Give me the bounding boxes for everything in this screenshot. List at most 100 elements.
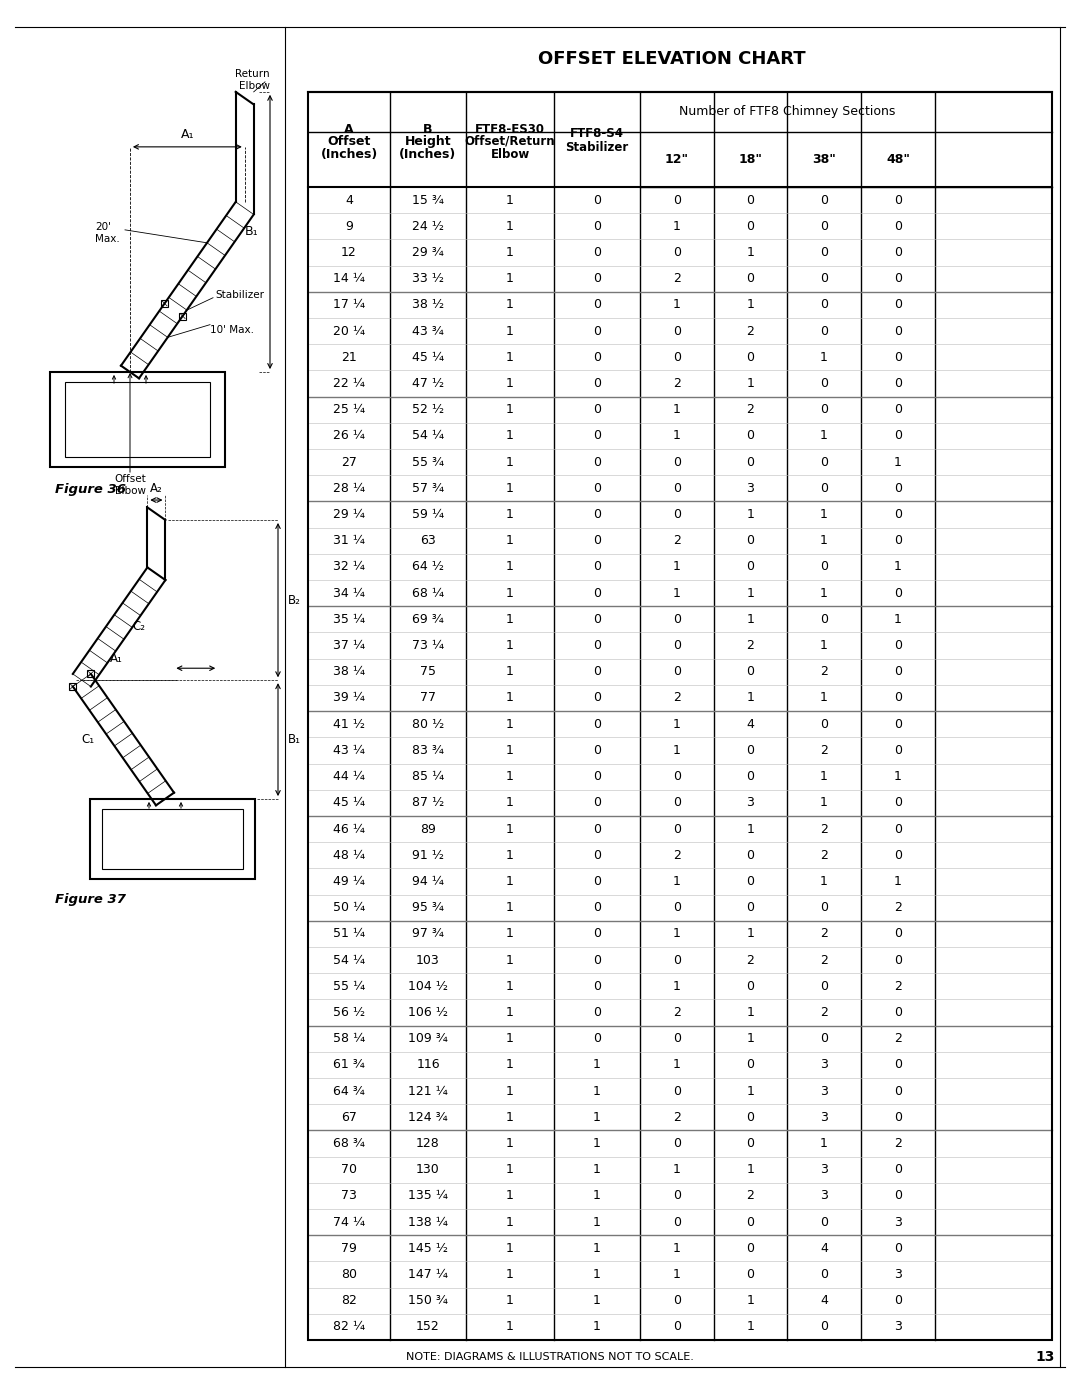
Text: 0: 0 bbox=[593, 299, 600, 312]
Text: 4: 4 bbox=[746, 718, 755, 731]
Text: 0: 0 bbox=[593, 219, 600, 233]
Text: 1: 1 bbox=[507, 560, 514, 573]
Text: 3: 3 bbox=[820, 1164, 828, 1176]
Text: 0: 0 bbox=[820, 299, 828, 312]
Text: 0: 0 bbox=[894, 743, 902, 757]
Text: 1: 1 bbox=[507, 324, 514, 338]
Text: 1: 1 bbox=[593, 1268, 600, 1281]
Text: 0: 0 bbox=[593, 351, 600, 363]
Text: 25 ¼: 25 ¼ bbox=[333, 404, 365, 416]
Text: 26 ¼: 26 ¼ bbox=[333, 429, 365, 443]
Text: 0: 0 bbox=[894, 823, 902, 835]
Text: 0: 0 bbox=[894, 587, 902, 599]
Text: 2: 2 bbox=[746, 404, 755, 416]
Text: 1: 1 bbox=[593, 1059, 600, 1071]
Text: Figure 36: Figure 36 bbox=[55, 482, 126, 496]
Text: 1: 1 bbox=[673, 560, 680, 573]
Text: 3: 3 bbox=[894, 1320, 902, 1333]
Bar bbox=[87, 671, 94, 678]
Text: 0: 0 bbox=[746, 1268, 755, 1281]
Text: 0: 0 bbox=[593, 638, 600, 652]
Text: 0: 0 bbox=[593, 665, 600, 679]
Text: Elbow: Elbow bbox=[114, 486, 146, 496]
Text: 0: 0 bbox=[593, 404, 600, 416]
Text: 0: 0 bbox=[894, 849, 902, 862]
Text: 0: 0 bbox=[894, 324, 902, 338]
Text: 152: 152 bbox=[416, 1320, 440, 1333]
Text: 145 ½: 145 ½ bbox=[408, 1242, 448, 1255]
Text: 2: 2 bbox=[673, 272, 680, 285]
Text: 0: 0 bbox=[673, 665, 681, 679]
Text: 56 ½: 56 ½ bbox=[333, 1006, 365, 1018]
Text: 21: 21 bbox=[341, 351, 356, 363]
Text: 34 ¼: 34 ¼ bbox=[333, 587, 365, 599]
Text: 1: 1 bbox=[507, 509, 514, 521]
Text: 0: 0 bbox=[894, 718, 902, 731]
Text: 2: 2 bbox=[820, 665, 828, 679]
Text: 47 ½: 47 ½ bbox=[411, 377, 444, 390]
Text: 0: 0 bbox=[593, 377, 600, 390]
Text: 0: 0 bbox=[746, 743, 755, 757]
Bar bbox=[179, 313, 186, 320]
Text: 0: 0 bbox=[894, 509, 902, 521]
Text: 1: 1 bbox=[507, 1320, 514, 1333]
Text: 24 ½: 24 ½ bbox=[411, 219, 444, 233]
Text: 1: 1 bbox=[507, 743, 514, 757]
Text: 45 ¼: 45 ¼ bbox=[333, 796, 365, 809]
Text: 31 ¼: 31 ¼ bbox=[333, 534, 365, 548]
Text: 67: 67 bbox=[341, 1111, 356, 1123]
Text: 82 ¼: 82 ¼ bbox=[333, 1320, 365, 1333]
Text: 2: 2 bbox=[894, 979, 902, 993]
Text: 0: 0 bbox=[894, 351, 902, 363]
Text: B₁: B₁ bbox=[288, 733, 301, 746]
Text: 106 ½: 106 ½ bbox=[408, 1006, 448, 1018]
Text: 0: 0 bbox=[593, 743, 600, 757]
Text: 1: 1 bbox=[507, 1268, 514, 1281]
Text: 2: 2 bbox=[673, 849, 680, 862]
Text: 116: 116 bbox=[416, 1059, 440, 1071]
Text: 17 ¼: 17 ¼ bbox=[333, 299, 365, 312]
Text: 1: 1 bbox=[673, 1242, 680, 1255]
Text: 0: 0 bbox=[593, 1006, 600, 1018]
Text: 61 ¾: 61 ¾ bbox=[333, 1059, 365, 1071]
Text: Figure 37: Figure 37 bbox=[55, 893, 126, 905]
Text: 0: 0 bbox=[746, 1215, 755, 1228]
Text: 0: 0 bbox=[593, 849, 600, 862]
Text: 0: 0 bbox=[820, 560, 828, 573]
Text: 1: 1 bbox=[673, 979, 680, 993]
Text: 73 ¼: 73 ¼ bbox=[411, 638, 444, 652]
Text: 1: 1 bbox=[673, 404, 680, 416]
Text: 2: 2 bbox=[673, 1006, 680, 1018]
Text: 1: 1 bbox=[507, 718, 514, 731]
Text: 0: 0 bbox=[673, 1294, 681, 1308]
Text: 0: 0 bbox=[673, 638, 681, 652]
Text: 0: 0 bbox=[673, 194, 681, 207]
Text: 1: 1 bbox=[593, 1084, 600, 1098]
Text: 1: 1 bbox=[507, 455, 514, 468]
Text: 0: 0 bbox=[593, 587, 600, 599]
Text: 0: 0 bbox=[593, 482, 600, 495]
Text: 0: 0 bbox=[673, 246, 681, 258]
Text: 9: 9 bbox=[346, 219, 353, 233]
Text: 130: 130 bbox=[416, 1164, 440, 1176]
Text: 0: 0 bbox=[894, 1059, 902, 1071]
Text: Number of FTF8 Chimney Sections: Number of FTF8 Chimney Sections bbox=[679, 106, 895, 119]
Text: 13: 13 bbox=[1036, 1350, 1055, 1363]
Text: 0: 0 bbox=[593, 823, 600, 835]
Text: 3: 3 bbox=[820, 1111, 828, 1123]
Text: 1: 1 bbox=[820, 509, 828, 521]
Text: 82: 82 bbox=[341, 1294, 356, 1308]
Text: 104 ½: 104 ½ bbox=[408, 979, 448, 993]
Text: 2: 2 bbox=[820, 954, 828, 967]
Text: 0: 0 bbox=[820, 272, 828, 285]
Text: 0: 0 bbox=[593, 718, 600, 731]
Text: 3: 3 bbox=[746, 482, 755, 495]
Text: 0: 0 bbox=[820, 901, 828, 914]
Text: 64 ¾: 64 ¾ bbox=[333, 1084, 365, 1098]
Text: NOTE: DIAGRAMS & ILLUSTRATIONS NOT TO SCALE.: NOTE: DIAGRAMS & ILLUSTRATIONS NOT TO SC… bbox=[406, 1352, 694, 1362]
Text: 0: 0 bbox=[820, 377, 828, 390]
Text: 1: 1 bbox=[507, 613, 514, 626]
Text: 1: 1 bbox=[746, 613, 755, 626]
Text: 1: 1 bbox=[746, 509, 755, 521]
Text: (Inches): (Inches) bbox=[400, 148, 457, 161]
